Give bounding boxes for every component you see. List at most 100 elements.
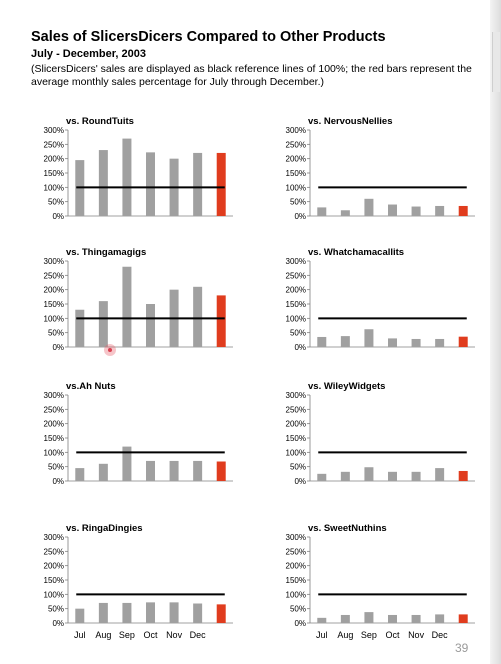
bar-dec — [193, 460, 203, 481]
y-tick-label: 150% — [286, 576, 306, 585]
y-tick-label: 100% — [286, 448, 306, 457]
chart-4: vs. Whatchamacallits 0% 50% 100% 150% 200% 250… — [286, 247, 475, 352]
bar-oct — [388, 614, 397, 623]
y-tick-label: 300% — [286, 126, 306, 135]
bar-sep — [122, 602, 132, 623]
bar-dec — [193, 152, 203, 216]
average-bar — [216, 152, 226, 216]
y-tick-label: 0% — [294, 477, 306, 486]
y-tick-label: 50% — [48, 463, 64, 472]
y-tick-label: 250% — [286, 547, 306, 556]
bar-dec — [193, 286, 203, 347]
y-tick-label: 250% — [286, 405, 306, 414]
y-tick-label: 300% — [44, 391, 64, 400]
y-tick-label: 150% — [286, 169, 306, 178]
x-tick-label: Jul — [316, 630, 328, 640]
y-tick-label: 50% — [290, 329, 306, 338]
y-tick-label: 0% — [52, 212, 64, 221]
y-tick-label: 200% — [286, 420, 306, 429]
bar-oct — [146, 304, 155, 347]
bar-sep — [364, 612, 374, 623]
y-tick-label: 100% — [44, 314, 64, 323]
page-title: Sales of SlicersDicers Compared to Other… — [31, 29, 386, 45]
bar-dec — [435, 338, 445, 347]
chart-5: vs.Ah Nuts 0% 50% 100% 150% 200% 250% 300% — [44, 381, 233, 486]
y-tick-label: 300% — [44, 126, 64, 135]
bar-aug — [340, 336, 350, 347]
chart-title: vs. Thingamagigs — [66, 247, 146, 258]
bar-jul — [317, 473, 327, 481]
average-bar — [458, 614, 468, 623]
x-tick-label: Dec — [190, 630, 207, 640]
bar-aug — [340, 614, 350, 623]
y-tick-label: 300% — [286, 257, 306, 266]
y-tick-label: 150% — [286, 300, 306, 309]
bar-dec — [435, 205, 445, 216]
y-tick-label: 250% — [286, 271, 306, 280]
y-tick-label: 50% — [48, 198, 64, 207]
y-tick-label: 0% — [52, 619, 64, 628]
y-tick-label: 100% — [44, 183, 64, 192]
bar-nov — [169, 460, 179, 481]
x-tick-label: Aug — [95, 630, 111, 640]
y-tick-label: 50% — [290, 463, 306, 472]
bar-aug — [98, 150, 108, 216]
x-tick-label: Sep — [119, 630, 135, 640]
chart-6: vs. WileyWidgets 0% 50% 100% 150% 200% 250% 300… — [286, 381, 475, 486]
bar-aug — [340, 210, 350, 216]
chart-title: vs. NervousNellies — [308, 116, 393, 127]
x-tick-label: Sep — [361, 630, 377, 640]
y-tick-label: 150% — [44, 300, 64, 309]
y-tick-label: 0% — [294, 619, 306, 628]
bar-nov — [411, 338, 421, 347]
page-subtitle: July - December, 2003 — [31, 48, 146, 60]
y-tick-label: 50% — [48, 329, 64, 338]
bar-nov — [169, 602, 179, 623]
y-tick-label: 200% — [286, 562, 306, 571]
window-scrollbar-edge[interactable] — [490, 0, 501, 664]
x-tick-label: Aug — [337, 630, 353, 640]
bar-jul — [75, 608, 85, 623]
chart-1: vs. RoundTuits 0% 50% 100% 150% 200% 250% 300% — [44, 116, 233, 221]
chart-title: vs. RingaDingies — [66, 523, 143, 534]
bar-dec — [435, 468, 445, 481]
bar-nov — [411, 471, 421, 481]
y-tick-label: 200% — [44, 286, 64, 295]
bar-oct — [388, 471, 397, 481]
bar-jul — [75, 468, 85, 481]
x-tick-label: Oct — [385, 630, 400, 640]
y-tick-label: 50% — [290, 605, 306, 614]
bar-dec — [435, 614, 445, 623]
chart-title: vs. Whatchamacallits — [308, 247, 404, 258]
bar-sep — [364, 467, 374, 481]
page-number: 39 — [455, 641, 469, 655]
y-tick-label: 250% — [44, 271, 64, 280]
y-tick-label: 100% — [286, 183, 306, 192]
bar-oct — [146, 152, 155, 216]
chart-3: vs. Thingamagigs 0% 50% 100% 150% 200% 250% 300… — [44, 247, 233, 352]
y-tick-label: 0% — [294, 212, 306, 221]
chart-8: vs. SweetNuthins 0% 50% 100% 150% 200% 250% 300… — [286, 523, 475, 640]
average-bar — [458, 470, 468, 481]
x-tick-label: Dec — [432, 630, 449, 640]
x-tick-label: Jul — [74, 630, 86, 640]
y-tick-label: 150% — [44, 434, 64, 443]
y-tick-label: 250% — [44, 405, 64, 414]
y-tick-label: 300% — [44, 533, 64, 542]
bar-sep — [364, 329, 374, 347]
scrollbar-thumb[interactable] — [492, 32, 500, 92]
y-tick-label: 0% — [294, 343, 306, 352]
y-tick-label: 50% — [290, 198, 306, 207]
bar-sep — [364, 198, 374, 216]
chart-title: vs. RoundTuits — [66, 116, 134, 127]
y-tick-label: 200% — [44, 155, 64, 164]
bar-aug — [98, 463, 108, 481]
y-tick-label: 100% — [286, 314, 306, 323]
x-tick-label: Nov — [408, 630, 425, 640]
y-tick-label: 50% — [48, 605, 64, 614]
bar-aug — [340, 471, 350, 481]
y-tick-label: 150% — [44, 169, 64, 178]
y-tick-label: 100% — [286, 590, 306, 599]
y-tick-label: 200% — [44, 562, 64, 571]
